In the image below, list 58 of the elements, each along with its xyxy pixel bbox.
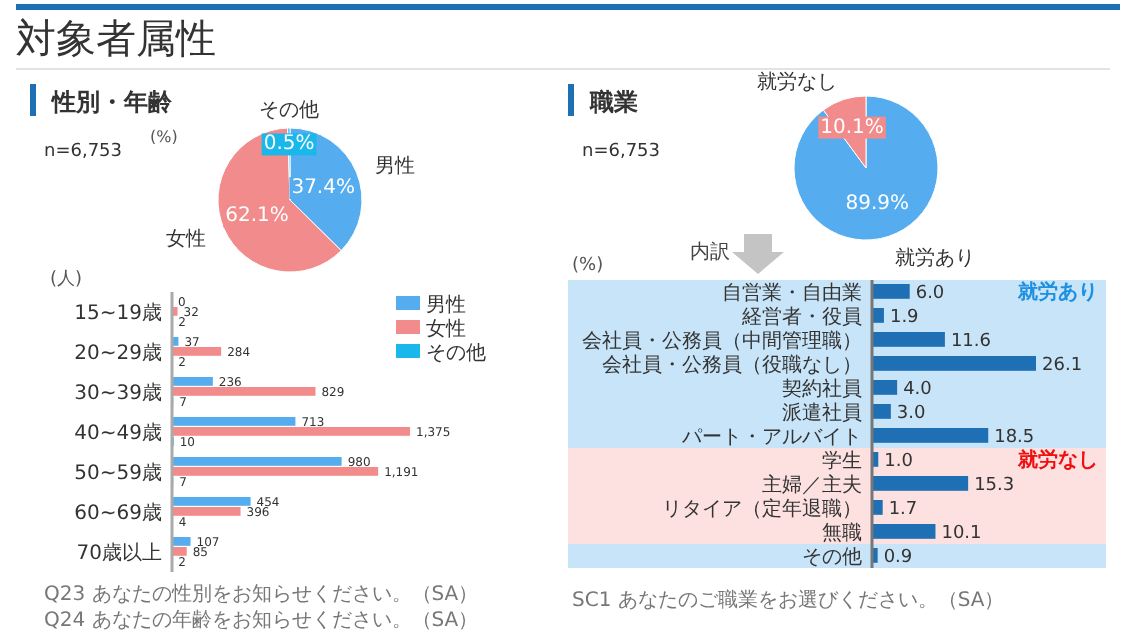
- text: SC1 あなたのご職業をお選びください。（SA）: [572, 588, 1005, 612]
- text: (%): [572, 256, 604, 276]
- slice-label: 就労あり: [894, 245, 975, 270]
- legend-label: その他: [426, 341, 486, 365]
- band-label: 就労なし: [1016, 448, 1098, 472]
- text: Q23 あなたの性別をお知らせください。（SA）: [44, 582, 479, 606]
- slice-label: 男性: [375, 154, 416, 179]
- text: 内訳: [690, 240, 730, 264]
- y-tick-label: パート・アルバイト: [680, 427, 862, 449]
- data-label: 0.9: [883, 548, 913, 569]
- y-tick-label: 経営者・役員: [740, 305, 862, 329]
- y-tick-label: 主婦／主夫: [762, 473, 862, 497]
- y-tick-label: 40~49歳: [74, 421, 162, 445]
- data-label: 0.5%: [263, 133, 315, 156]
- y-tick-label: 30~39歳: [74, 381, 162, 405]
- text: (%): [150, 128, 178, 146]
- text: n=6,753: [582, 142, 661, 162]
- y-tick-label: 60~69歳: [74, 501, 162, 525]
- data-label: 11.6: [950, 332, 992, 353]
- y-tick-label: 学生: [822, 449, 862, 473]
- text: Q24 あなたの年齢をお知らせください。（SA）: [44, 608, 479, 632]
- data-label: 26.1: [1042, 356, 1083, 377]
- y-tick-label: 契約社員: [782, 377, 862, 401]
- data-label: 1.9: [889, 308, 920, 329]
- data-label: 10.1%: [820, 116, 884, 139]
- legend-label: 男性: [426, 293, 466, 317]
- y-tick-label: 自営業・自由業: [722, 281, 862, 305]
- chart-title: 性別・年齢: [50, 88, 174, 116]
- y-tick-label: 無職: [822, 521, 862, 545]
- band-label: 就労あり: [1016, 280, 1098, 304]
- text: 対象者属性: [16, 14, 216, 62]
- slice-label: その他: [258, 97, 319, 122]
- y-tick-label: 50~59歳: [74, 461, 162, 485]
- y-tick-label: その他: [802, 545, 862, 569]
- slice-label: 就労なし: [757, 70, 838, 95]
- y-tick-label: 70歳以上: [76, 541, 162, 565]
- data-label: 4.0: [903, 380, 933, 401]
- y-tick-label: リタイア（定年退職）: [662, 497, 862, 521]
- data-label: 18.5: [994, 428, 1035, 449]
- data-label: 37.4%: [291, 177, 355, 200]
- data-label: 6.0: [915, 284, 945, 305]
- data-label: 1.7: [888, 500, 918, 521]
- data-label: 89.9%: [845, 193, 910, 216]
- text: 職業: [588, 88, 638, 116]
- y-tick-label: 派遣社員: [782, 401, 862, 425]
- text: (人): [50, 268, 83, 290]
- data-label: 3.0: [896, 404, 927, 425]
- data-label: 10.1: [941, 524, 982, 545]
- data-label: 1.0: [884, 452, 914, 473]
- y-tick-label: 会社員・公務員（中間管理職）: [582, 329, 862, 353]
- legend-label: 女性: [426, 317, 466, 341]
- data-label: 15.3: [974, 476, 1015, 497]
- slice-label: 女性: [165, 226, 206, 251]
- y-tick-label: 会社員・公務員（役職なし）: [602, 353, 862, 377]
- y-tick-label: 20~29歳: [74, 341, 162, 365]
- data-label: 62.1%: [225, 205, 289, 228]
- y-tick-label: 15~19歳: [74, 301, 162, 325]
- text: n=6,753: [44, 142, 123, 162]
